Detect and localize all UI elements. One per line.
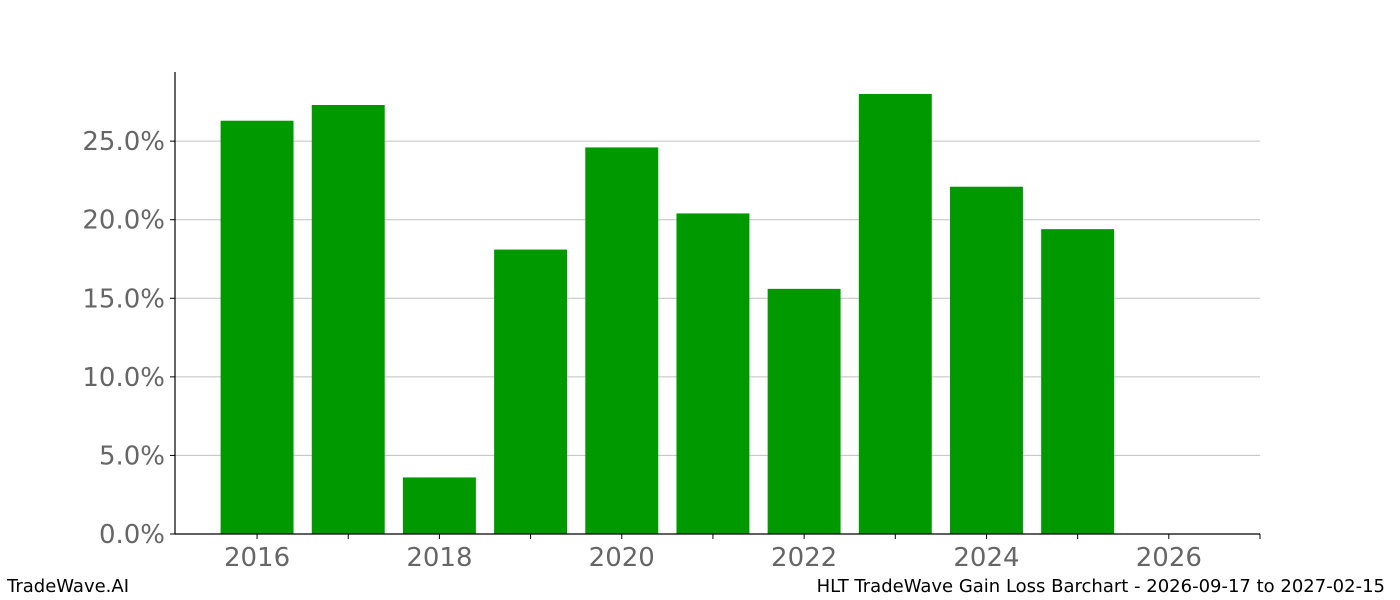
y-tick-label: 20.0%	[82, 206, 165, 236]
bar-2022	[767, 288, 841, 534]
x-tick-label: 2024	[953, 543, 1019, 573]
bar-2021	[676, 213, 750, 534]
x-tick-label: 2026	[1136, 543, 1202, 573]
x-tick-label: 2020	[589, 543, 655, 573]
brand-label: TradeWave.AI	[7, 576, 130, 597]
y-tick-label: 15.0%	[82, 284, 165, 314]
bar-2018	[402, 477, 476, 534]
bar-2020	[585, 147, 659, 534]
bar-2017	[311, 105, 385, 534]
y-tick-label: 5.0%	[99, 441, 165, 471]
bars	[220, 94, 1115, 535]
y-tick-label: 0.0%	[99, 520, 165, 550]
bar-2025	[1041, 229, 1115, 534]
bar-2016	[220, 120, 294, 534]
chart-caption: HLT TradeWave Gain Loss Barchart - 2026-…	[816, 576, 1385, 597]
tick-labels: 0.0% 5.0% 10.0% 15.0% 20.0% 25.0% 2016 2018 2020…	[82, 127, 1202, 573]
x-tick-label: 2022	[771, 543, 837, 573]
axes	[170, 72, 1261, 539]
y-tick-label: 25.0%	[82, 127, 165, 157]
bar-2019	[494, 249, 568, 535]
x-tick-label: 2018	[406, 543, 472, 573]
bar-2024	[950, 186, 1023, 534]
y-tick-label: 10.0%	[82, 363, 165, 393]
bar-2023	[858, 94, 932, 534]
x-tick-label: 2016	[224, 543, 290, 573]
